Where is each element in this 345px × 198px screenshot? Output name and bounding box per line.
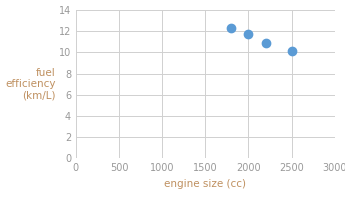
Point <box>289 50 294 53</box>
Point <box>246 33 251 36</box>
Point <box>228 26 234 30</box>
Y-axis label: fuel
efficiency
(km/L): fuel efficiency (km/L) <box>6 68 56 101</box>
Point <box>263 41 268 44</box>
X-axis label: engine size (cc): engine size (cc) <box>164 179 246 189</box>
